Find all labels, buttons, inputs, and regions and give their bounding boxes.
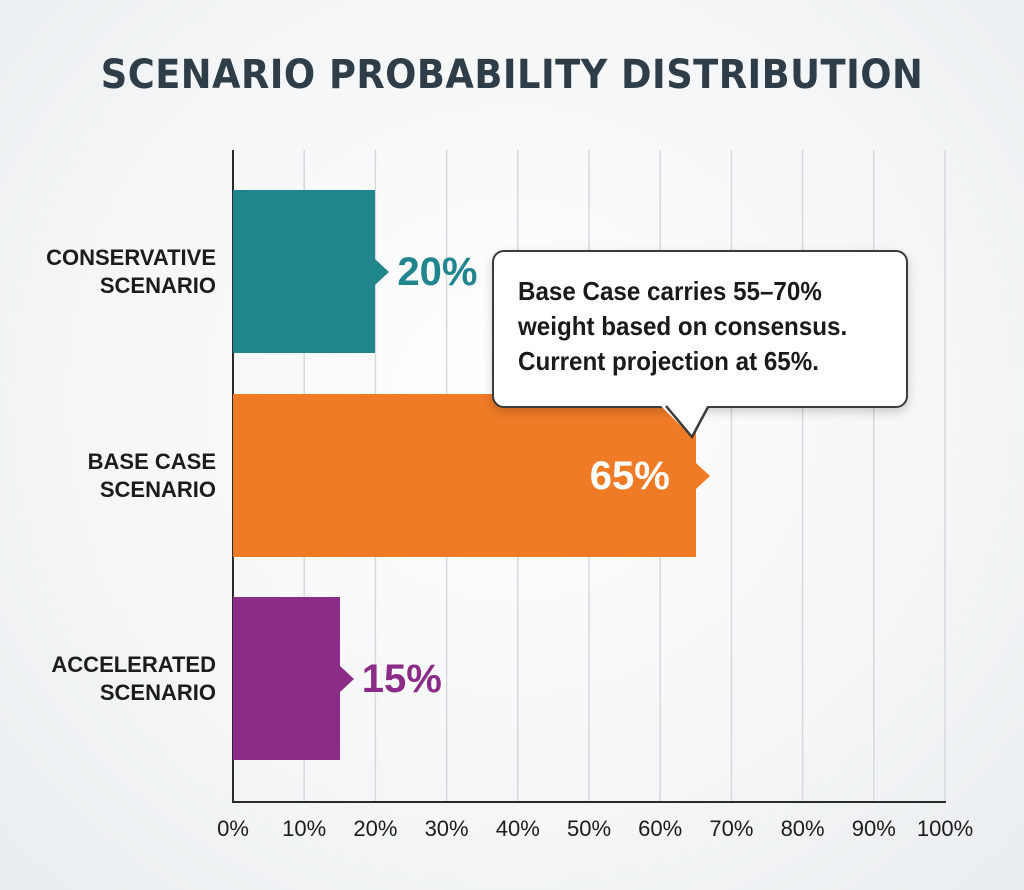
- x-tick-label: 30%: [424, 816, 469, 841]
- x-tick-label: 70%: [709, 816, 754, 841]
- x-tick-label: 40%: [495, 816, 540, 841]
- bar-pointer: [339, 665, 354, 692]
- x-tick-label: 90%: [851, 816, 896, 841]
- x-tick-label: 60%: [638, 816, 683, 841]
- bar: [233, 190, 376, 353]
- category-label-line: SCENARIO: [99, 476, 216, 502]
- bar-pointer: [375, 258, 390, 285]
- annotation-line: weight based on consensus.: [518, 311, 848, 341]
- bar-pointer: [695, 462, 710, 489]
- bar: [233, 597, 340, 760]
- chart-title: SCENARIO PROBABILITY DISTRIBUTION: [100, 52, 924, 98]
- x-tick-label: 100%: [916, 816, 974, 841]
- category-label: CONSERVATIVE SCENARIO: [46, 244, 216, 300]
- annotation-line: Current projection at 65%.: [518, 346, 819, 376]
- category-label: BASE CASE SCENARIO: [88, 448, 216, 504]
- annotation-text: Base Case carries 55–70% weight based on…: [518, 274, 871, 379]
- bar-value-label: 15%: [361, 656, 442, 701]
- annotation-pointer: [660, 405, 710, 439]
- annotation-callout: Base Case carries 55–70% weight based on…: [492, 250, 908, 408]
- category-label: ACCELERATED SCENARIO: [51, 651, 216, 707]
- x-tick-label: 0%: [217, 816, 249, 841]
- bar-value-label: 20%: [397, 249, 478, 294]
- x-tick-label: 50%: [566, 816, 612, 841]
- x-tick-label: 20%: [353, 816, 398, 841]
- category-label-line: CONSERVATIVE: [46, 244, 216, 270]
- bar-value-label: 65%: [589, 453, 670, 498]
- bar: [233, 394, 696, 557]
- x-tick-label: 80%: [780, 816, 825, 841]
- category-label-line: SCENARIO: [99, 272, 216, 298]
- annotation-line: Base Case carries 55–70%: [518, 276, 822, 306]
- x-tick-label: 10%: [282, 816, 327, 841]
- category-label-line: BASE CASE: [87, 448, 216, 474]
- category-label-line: ACCELERATED: [51, 651, 216, 677]
- category-label-line: SCENARIO: [99, 679, 216, 705]
